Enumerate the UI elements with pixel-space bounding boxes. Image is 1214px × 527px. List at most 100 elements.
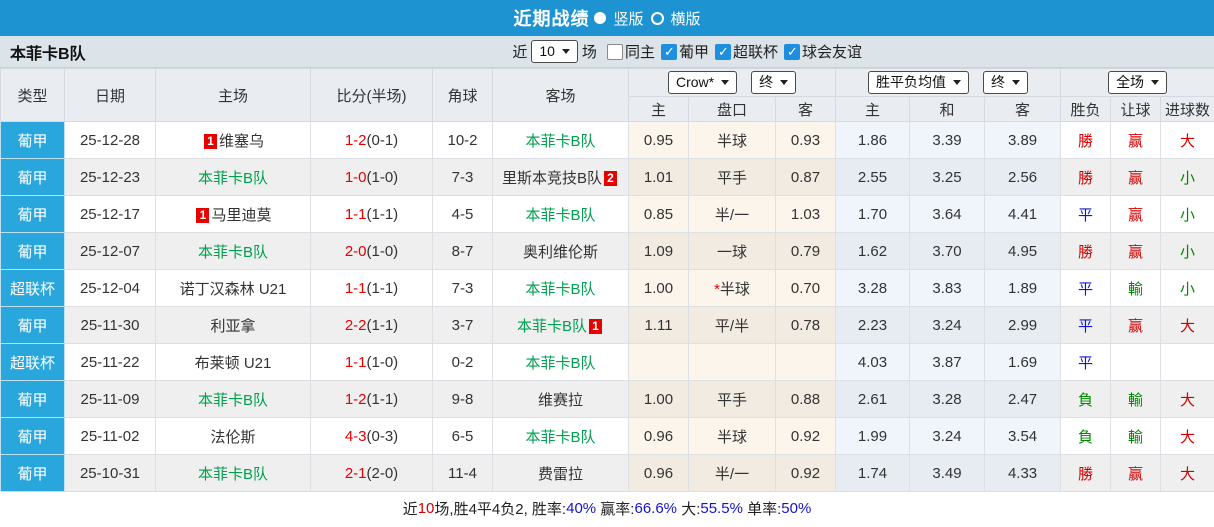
avg-home-odds-cell: 1.70	[835, 195, 911, 233]
home-team-cell: 1 马里迪莫	[155, 195, 311, 233]
table-row: 超联杯 25-12-04 诺丁汉森林 U21 1-1(1-1) 7-3 本菲卡B队 1.00…	[0, 269, 1214, 307]
avg-draw-odds-cell: 3.64	[909, 195, 986, 233]
subheader-crown-line: 盘口	[688, 96, 776, 122]
bookmaker-select[interactable]: Crow*	[667, 71, 738, 94]
summary-text-part: 10	[417, 499, 435, 517]
filter-checkbox-label[interactable]: 同主	[624, 44, 655, 61]
subheader-handicap: 让球	[1110, 96, 1162, 122]
unchecked-checkbox-icon[interactable]	[606, 44, 623, 60]
result-goals-cell: 小	[1160, 269, 1214, 307]
crown-line-cell: 平手	[688, 158, 776, 196]
crown-line-cell	[688, 343, 776, 381]
match-date-cell: 25-12-17	[64, 195, 156, 233]
crown-away-odds-cell	[774, 343, 837, 381]
match-type-cell: 葡甲	[0, 121, 65, 159]
home-team-cell: 诺丁汉森林 U21	[155, 269, 311, 307]
summary-text-part: 场,胜4平4负2, 胜率:	[434, 500, 567, 518]
layout-radio-vertical[interactable]	[594, 12, 607, 24]
market-select[interactable]: 胜平负均值	[868, 71, 970, 94]
crown-home-odds-cell: 0.96	[628, 417, 689, 455]
crown-stage-select[interactable]: 终	[751, 71, 797, 94]
home-team-cell: 布莱顿 U21	[155, 343, 311, 381]
team-name-text: 费雷拉	[537, 465, 583, 483]
team-name-text: 维赛拉	[537, 391, 583, 409]
team-name-text: 马里迪莫	[211, 206, 272, 224]
matches-label: 场	[581, 44, 597, 61]
match-date-cell: 25-12-04	[64, 269, 156, 307]
halftime-score: (0-3)	[366, 427, 399, 445]
crown-line-cell: 半球	[688, 121, 776, 159]
avg-odds-group-header: 胜平负均值 终	[835, 68, 1062, 97]
result-goals-cell: 大	[1160, 380, 1214, 418]
result-wdl-cell: 負	[1060, 380, 1112, 418]
table-row: 葡甲 25-12-23 本菲卡B队 1-0(1-0) 7-3 里斯本竞技B队 2 1.01 平手…	[0, 158, 1214, 196]
match-type-cell: 葡甲	[0, 380, 65, 418]
chevron-down-icon	[561, 49, 570, 54]
avg-draw-odds-cell: 3.39	[909, 121, 986, 159]
fulltime-score: 2-1	[344, 464, 367, 482]
layout-radio-horizontal[interactable]	[650, 11, 664, 25]
chevron-down-icon	[721, 80, 730, 85]
team-name-text: 维塞乌	[218, 132, 264, 150]
crown-home-odds-cell	[628, 343, 689, 381]
filter-checkbox-label[interactable]: 葡甲	[678, 44, 709, 61]
checked-checkbox-icon[interactable]	[660, 44, 677, 60]
fulltime-score: 1-0	[344, 168, 367, 186]
away-team-cell: 维赛拉	[492, 380, 629, 418]
home-team-cell: 本菲卡B队	[155, 380, 311, 418]
crown-line-cell: 平手	[688, 380, 776, 418]
fulltime-score: 1-1	[344, 205, 367, 223]
crown-odds-group-header: Crow* 终	[627, 68, 837, 97]
rank-badge: 1	[589, 318, 602, 334]
avg-away-odds-cell: 4.41	[984, 195, 1062, 233]
crown-away-odds-cell: 0.79	[774, 232, 837, 270]
results-table: 类型 日期 主场 比分(半场) 角球 客场 Crow* 终	[0, 68, 1214, 492]
result-goals-cell: 大	[1160, 121, 1214, 159]
home-team-cell: 本菲卡B队	[155, 232, 311, 270]
avg-home-odds-cell: 2.55	[835, 158, 911, 196]
result-handicap-cell: 赢	[1110, 232, 1162, 270]
checked-checkbox-icon[interactable]	[714, 44, 731, 60]
scope-select[interactable]: 全场	[1108, 71, 1168, 94]
corner-cell: 3-7	[432, 306, 493, 344]
score-cell: 2-1(2-0)	[310, 454, 433, 492]
filter-checkbox-label[interactable]: 球会友谊	[801, 44, 862, 61]
table-row: 葡甲 25-12-07 本菲卡B队 2-0(1-0) 8-7 奥利维伦斯 1.09 一球 0.7…	[0, 232, 1214, 270]
match-date-cell: 25-12-23	[64, 158, 156, 196]
team-name-text: 本菲卡B队	[197, 169, 268, 187]
home-team-cell: 本菲卡B队	[155, 454, 311, 492]
avg-away-odds-cell: 1.89	[984, 269, 1062, 307]
team-name-text: 利亚拿	[210, 317, 256, 335]
filter-checkbox-label[interactable]: 超联杯	[732, 44, 778, 61]
avg-away-odds-cell: 1.69	[984, 343, 1062, 381]
team-name-text: 本菲卡B队	[197, 243, 268, 261]
chevron-down-icon	[1012, 80, 1021, 85]
crown-away-odds-cell: 0.78	[774, 306, 837, 344]
table-row: 葡甲 25-12-28 1 维塞乌 1-2(0-1) 10-2 本菲卡B队 0.95 半球 0.9…	[0, 121, 1214, 159]
team-name-text: 法伦斯	[210, 428, 256, 446]
layout-radio-vertical-label[interactable]: 竖版	[613, 10, 644, 28]
corner-cell: 7-3	[432, 269, 493, 307]
avg-away-odds-cell: 2.99	[984, 306, 1062, 344]
avg-stage-select[interactable]: 终	[983, 71, 1029, 94]
fulltime-score: 2-0	[344, 242, 367, 260]
match-type-cell: 葡甲	[0, 417, 65, 455]
avg-away-odds-cell: 2.56	[984, 158, 1062, 196]
result-wdl-cell: 勝	[1060, 454, 1112, 492]
team-name-text: 本菲卡B队	[525, 132, 596, 150]
crown-line-cell: 一球	[688, 232, 776, 270]
corner-cell: 8-7	[432, 232, 493, 270]
checked-checkbox-icon[interactable]	[783, 44, 800, 60]
match-date-cell: 25-11-22	[64, 343, 156, 381]
match-count-select[interactable]: 10	[531, 40, 578, 63]
away-team-cell: 本菲卡B队	[492, 269, 629, 307]
avg-home-odds-cell: 1.86	[835, 121, 911, 159]
corner-cell: 6-5	[432, 417, 493, 455]
result-group-header: 全场	[1060, 68, 1214, 97]
avg-home-odds-cell: 1.62	[835, 232, 911, 270]
header-corner: 角球	[432, 68, 493, 122]
layout-radio-horizontal-label[interactable]: 横版	[670, 10, 701, 28]
avg-away-odds-cell: 2.47	[984, 380, 1062, 418]
result-wdl-cell: 負	[1060, 417, 1112, 455]
halftime-score: (1-1)	[366, 316, 399, 334]
